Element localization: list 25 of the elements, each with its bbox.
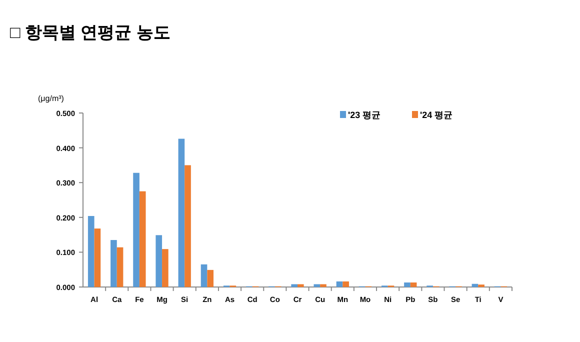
legend-label: '24 평균 (420, 110, 453, 120)
legend-label: '23 평균 (348, 110, 381, 120)
bar (116, 247, 124, 287)
bar (184, 165, 191, 287)
chart-title: □ 항목별 연평균 농도 (10, 23, 170, 42)
bar (156, 235, 162, 287)
bar (320, 284, 326, 287)
bar (298, 284, 304, 287)
bar (342, 281, 349, 287)
bar (139, 191, 146, 287)
bar (133, 172, 140, 287)
bar (88, 216, 94, 287)
y-axis-title: (μg/m³) (38, 94, 64, 103)
bar (336, 281, 343, 287)
bar (94, 228, 101, 287)
bar (314, 284, 320, 287)
bar (291, 284, 298, 287)
bar (178, 138, 185, 287)
bar (162, 249, 168, 287)
bar (472, 284, 478, 287)
bar (404, 282, 410, 287)
bar (110, 240, 117, 287)
bar (410, 282, 417, 287)
bar (207, 270, 214, 287)
bar (200, 264, 208, 287)
